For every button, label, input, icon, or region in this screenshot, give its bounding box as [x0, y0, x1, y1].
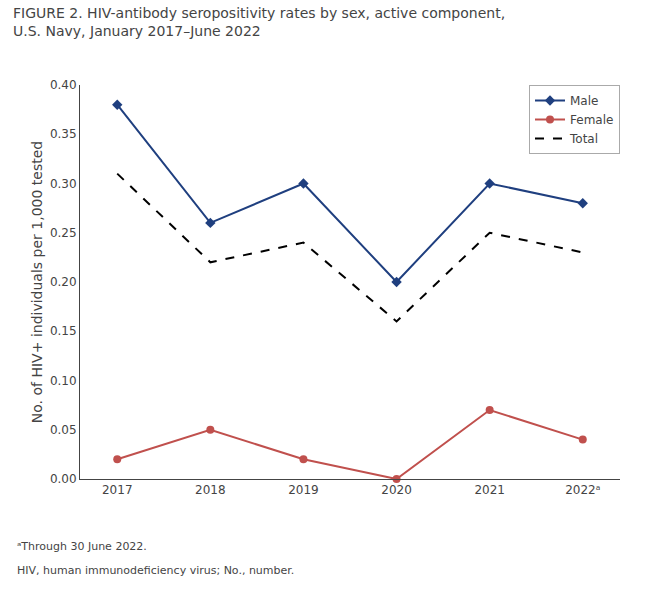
svg-text:0.05: 0.05 — [50, 423, 77, 437]
svg-text:2019: 2019 — [288, 483, 319, 497]
svg-text:HIV, human immunodeficiency vi: HIV, human immunodeficiency virus; No., … — [17, 564, 294, 577]
svg-text:0.40: 0.40 — [50, 78, 77, 92]
svg-text:ᵃThrough 30 June 2022.: ᵃThrough 30 June 2022. — [17, 540, 147, 553]
svg-text:Male: Male — [570, 94, 598, 108]
svg-text:0.20: 0.20 — [50, 275, 77, 289]
svg-text:No. of HIV+ individuals per 1,: No. of HIV+ individuals per 1,000 tested — [29, 141, 45, 423]
svg-text:FIGURE 2. HIV-antibody seropos: FIGURE 2. HIV-antibody seropositivity ra… — [13, 5, 505, 39]
svg-text:0.10: 0.10 — [50, 374, 77, 388]
svg-text:2020: 2020 — [381, 483, 412, 497]
svg-text:2022ᵃ: 2022ᵃ — [565, 483, 600, 497]
svg-text:2017: 2017 — [102, 483, 133, 497]
svg-text:0.00: 0.00 — [50, 472, 77, 486]
svg-text:2018: 2018 — [195, 483, 226, 497]
svg-text:0.35: 0.35 — [50, 127, 77, 141]
svg-text:Female: Female — [570, 113, 613, 127]
svg-text:Total: Total — [569, 132, 598, 146]
svg-text:2021: 2021 — [474, 483, 505, 497]
svg-text:0.30: 0.30 — [50, 177, 77, 191]
svg-text:0.15: 0.15 — [50, 324, 77, 338]
svg-text:0.25: 0.25 — [50, 226, 77, 240]
